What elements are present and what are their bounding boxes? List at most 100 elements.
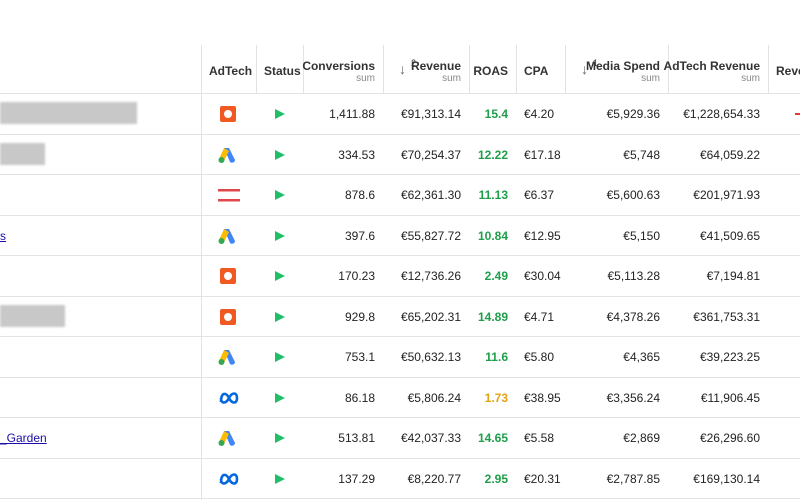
- status-icon[interactable]: [274, 230, 286, 242]
- status-icon[interactable]: [274, 189, 286, 201]
- roas-cell: 14.89: [477, 309, 508, 324]
- row-divider: [0, 214, 800, 216]
- adtech-icon: [220, 268, 236, 284]
- cell: €4,378.26: [606, 309, 660, 324]
- trend-indicator: [795, 113, 800, 115]
- redacted-name: [0, 142, 45, 165]
- row-divider: [0, 336, 800, 337]
- cell: €5,113.28: [607, 269, 661, 283]
- header-separator: [383, 45, 384, 93]
- adtech-icon: [219, 472, 239, 485]
- cell: €70,254.37: [400, 147, 461, 162]
- cell: €6.37: [524, 188, 555, 202]
- cell: €7,194.81: [706, 269, 760, 283]
- cell: €50,632.13: [400, 350, 461, 364]
- header-separator: [768, 45, 769, 93]
- cell: €12,736.26: [400, 269, 461, 283]
- status-icon[interactable]: [274, 351, 286, 363]
- header-separator: [303, 45, 304, 93]
- cell: €39,223.25: [699, 350, 760, 364]
- header-separator: [516, 45, 517, 93]
- cell: 170.23: [338, 269, 375, 283]
- cell: 86.18: [344, 390, 375, 405]
- cell: 137.29: [338, 471, 375, 486]
- cell: €55,827.72: [400, 228, 461, 243]
- cell: €8,220.77: [407, 471, 461, 486]
- roas-cell: 2.49: [484, 269, 508, 283]
- cell: 397.6: [344, 228, 375, 243]
- status-icon[interactable]: [274, 270, 286, 282]
- header-separator: [256, 45, 257, 93]
- cell: €5,929.36: [606, 107, 660, 121]
- header-separator: [668, 45, 669, 93]
- cell: €42,037.33: [400, 431, 461, 445]
- sort-order: 1: [593, 58, 599, 68]
- adtech-icon: [218, 147, 235, 163]
- cell: 929.8: [344, 309, 375, 324]
- status-icon[interactable]: [274, 311, 286, 323]
- adtech-icon: [218, 228, 235, 244]
- cell: €12.95: [524, 228, 561, 243]
- column-header[interactable]: AdTech Revenue: [663, 59, 760, 73]
- row-link[interactable]: _Garden: [0, 431, 47, 445]
- adtech-icon: [220, 106, 236, 122]
- row-divider: [0, 174, 800, 175]
- row-divider: [0, 498, 800, 499]
- column-divider: [201, 45, 202, 500]
- column-header[interactable]: Conversions: [302, 59, 375, 73]
- status-icon[interactable]: [274, 392, 286, 404]
- cell: 1,411.88: [329, 107, 375, 121]
- roas-cell: 2.95: [484, 471, 508, 486]
- status-icon[interactable]: [274, 108, 286, 120]
- sort-arrow: ↓: [581, 61, 588, 77]
- cell: €4.20: [524, 107, 555, 121]
- header-separator: [469, 45, 470, 93]
- cell: 334.53: [338, 147, 375, 162]
- status-icon[interactable]: [274, 473, 286, 485]
- row-link[interactable]: s: [0, 228, 6, 243]
- adtech-icon: [220, 308, 236, 325]
- sort-order: 2: [411, 58, 417, 68]
- cell: 753.1: [344, 350, 375, 364]
- adtech-icon: [219, 391, 239, 404]
- row-divider: [0, 417, 800, 418]
- cell: €20.31: [524, 471, 561, 486]
- cell: €41,509.65: [699, 228, 760, 243]
- adtech-icon: [218, 350, 235, 365]
- cell: €2,869: [623, 431, 660, 445]
- cell: €169,130.14: [693, 471, 760, 486]
- cell: €5,150: [623, 228, 660, 243]
- roas-cell: 15.4: [484, 107, 508, 121]
- column-header[interactable]: Media Spend: [585, 59, 660, 73]
- row-divider: [0, 295, 800, 297]
- cell: €17.18: [524, 147, 561, 162]
- column-header[interactable]: Status: [264, 64, 301, 78]
- cell: €26,296.60: [699, 431, 760, 445]
- roas-cell: 10.84: [477, 228, 508, 243]
- column-header[interactable]: CPA: [524, 64, 549, 78]
- cell: €5,748: [623, 147, 660, 162]
- cell: €38.95: [524, 390, 561, 405]
- column-aggregate: sum: [442, 73, 461, 84]
- cell: €201,971.93: [693, 188, 760, 202]
- roas-cell: 11.13: [478, 188, 508, 202]
- column-header[interactable]: Reve: [776, 64, 800, 78]
- column-header[interactable]: AdTech: [209, 64, 253, 78]
- cell: €5,600.63: [606, 188, 660, 202]
- row-divider: [0, 376, 800, 378]
- header-divider: [0, 93, 800, 94]
- row-divider: [0, 133, 800, 135]
- redacted-name: [0, 304, 65, 327]
- column-header[interactable]: Revenue: [410, 59, 461, 73]
- column-aggregate: sum: [741, 73, 760, 84]
- column-aggregate: sum: [641, 73, 660, 84]
- column-header[interactable]: ROAS: [473, 64, 508, 78]
- status-icon[interactable]: [274, 149, 286, 161]
- cell: €5,806.24: [407, 390, 461, 405]
- cell: €65,202.31: [400, 309, 461, 324]
- status-icon[interactable]: [274, 432, 286, 444]
- cell: €91,313.14: [400, 107, 461, 121]
- cell: 513.81: [338, 431, 375, 445]
- cell: €361,753.31: [693, 309, 760, 324]
